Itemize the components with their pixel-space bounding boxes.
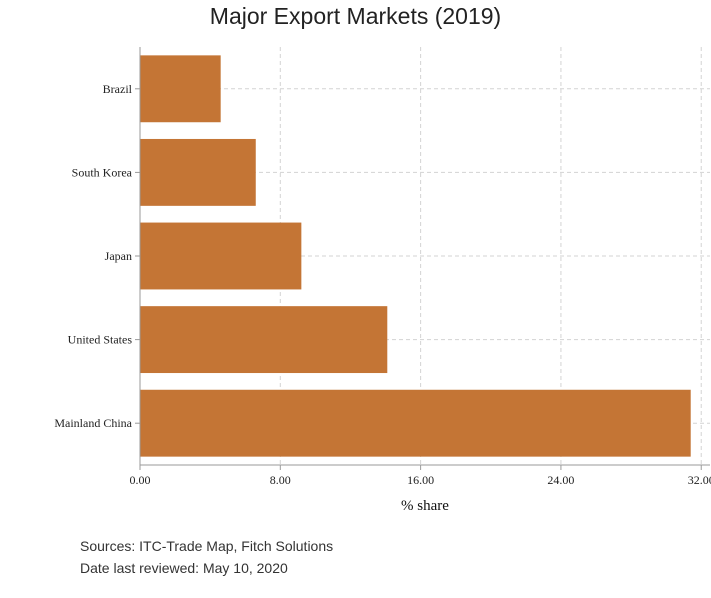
bar xyxy=(140,138,256,206)
chart-title: Major Export Markets (2019) xyxy=(209,3,502,29)
bars xyxy=(140,55,691,457)
x-axis-title: % share xyxy=(401,498,449,514)
x-tick-label: 32.00 xyxy=(688,473,711,487)
x-tick-label: 24.00 xyxy=(547,473,574,487)
bar xyxy=(140,306,388,374)
review-date-note: Date last reviewed: May 10, 2020 xyxy=(80,560,288,576)
x-tick-label: 0.00 xyxy=(130,473,151,487)
y-tick-label: Mainland China xyxy=(54,416,132,430)
x-tick-label: 16.00 xyxy=(407,473,434,487)
bar xyxy=(140,222,302,290)
source-note: Sources: ITC-Trade Map, Fitch Solutions xyxy=(80,538,334,554)
x-tick-label: 8.00 xyxy=(270,473,291,487)
y-tick-label: Brazil xyxy=(103,82,133,96)
y-tick-label: United States xyxy=(68,333,133,347)
bar xyxy=(140,55,221,123)
bar xyxy=(140,389,691,457)
axes: 0.00 8.00 16.00 24.00 32.00 Brazil South Korea… xyxy=(54,47,711,487)
y-tick-label: South Korea xyxy=(72,165,133,179)
y-tick-label: Japan xyxy=(105,249,132,263)
